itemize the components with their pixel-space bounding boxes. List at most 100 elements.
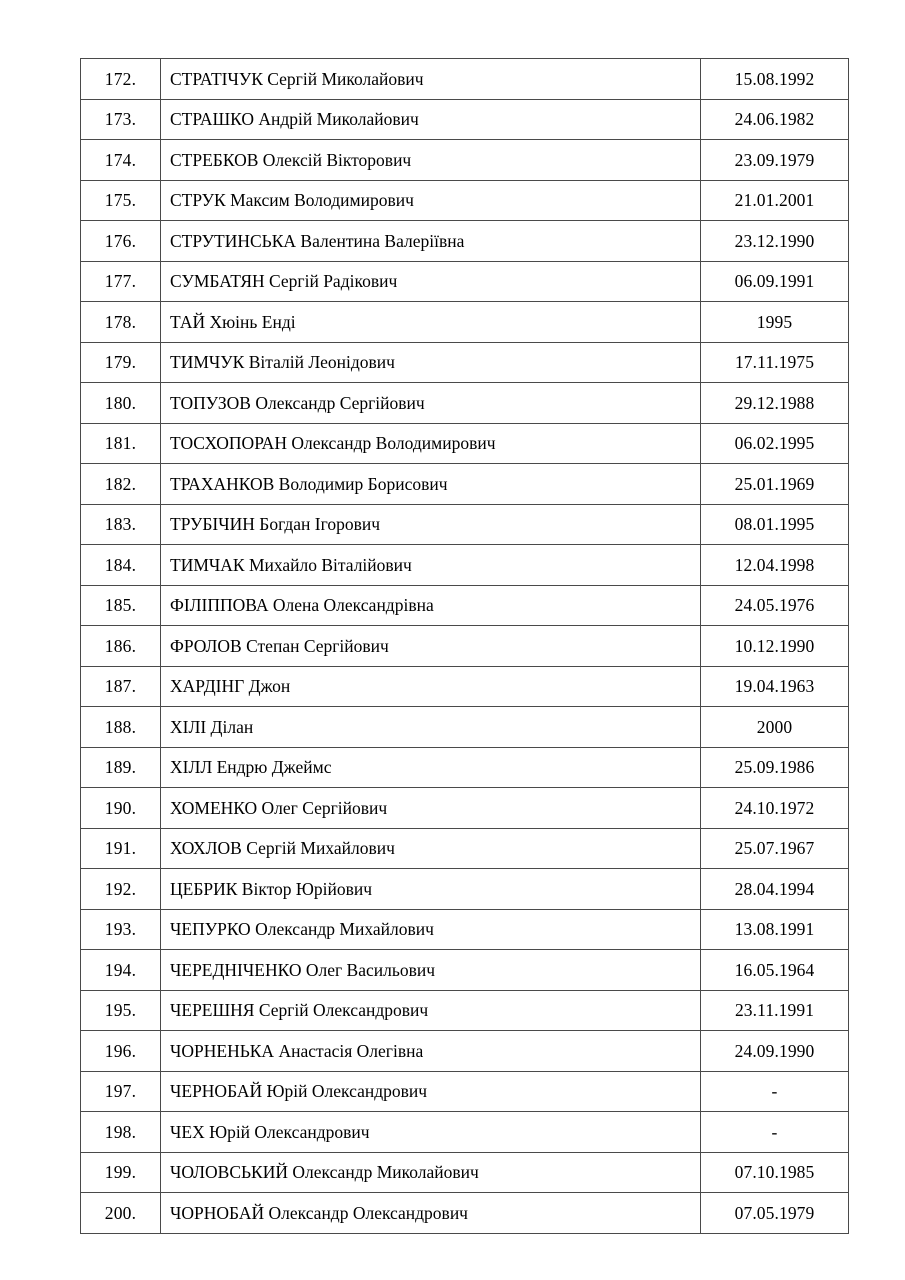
table-row: 176. СТРУТИНСЬКА Валентина Валеріївна 23.1… bbox=[80, 220, 849, 262]
row-date-cell: 24.06.1982 bbox=[700, 98, 849, 140]
table-row: 197. ЧЕРНОБАЙ Юрій Олександрович - bbox=[80, 1070, 849, 1112]
row-name-cell: ЧЕРНОБАЙ Юрій Олександрович bbox=[160, 1070, 701, 1112]
row-name-cell: ТИМЧУК Віталій Леонідович bbox=[160, 341, 701, 383]
row-name-cell: ЧОРНОБАЙ Олександр Олександрович bbox=[160, 1192, 701, 1234]
row-date-cell: 07.05.1979 bbox=[700, 1192, 849, 1234]
table-row: 175. СТРУК Максим Володимирович 21.01.2001 bbox=[80, 179, 849, 221]
row-name-cell: ХОХЛОВ Сергій Михайлович bbox=[160, 827, 701, 869]
row-date-cell: 15.08.1992 bbox=[700, 58, 849, 100]
row-date-cell: 25.01.1969 bbox=[700, 463, 849, 505]
table-row: 180. ТОПУЗОВ Олександр Сергійович 29.12.19… bbox=[80, 382, 849, 424]
table-row: 191. ХОХЛОВ Сергій Михайлович 25.07.1967 bbox=[80, 827, 849, 869]
table-row: 190. ХОМЕНКО Олег Сергійович 24.10.1972 bbox=[80, 787, 849, 829]
row-name-cell: ХОМЕНКО Олег Сергійович bbox=[160, 787, 701, 829]
row-date-cell: 13.08.1991 bbox=[700, 908, 849, 950]
table-row: 194. ЧЕРЕДНІЧЕНКО Олег Васильович 16.05.19… bbox=[80, 949, 849, 991]
row-index-cell: 182. bbox=[80, 463, 161, 505]
row-name-cell: ТАЙ Хюінь Енді bbox=[160, 301, 701, 343]
table-body: 172. СТРАТІЧУК Сергій Миколайович 15.08.19… bbox=[80, 58, 849, 1234]
row-date-cell: - bbox=[700, 1070, 849, 1112]
table-row: 199. ЧОЛОВСЬКИЙ Олександр Миколайович 07.1… bbox=[80, 1151, 849, 1193]
row-name-cell: ТРУБІЧИН Богдан Ігорович bbox=[160, 503, 701, 545]
row-date-cell: 06.09.1991 bbox=[700, 260, 849, 302]
row-date-cell: 16.05.1964 bbox=[700, 949, 849, 991]
row-name-cell: ФРОЛОВ Степан Сергійович bbox=[160, 625, 701, 667]
table-row: 186. ФРОЛОВ Степан Сергійович 10.12.1990 bbox=[80, 625, 849, 667]
row-index-cell: 184. bbox=[80, 544, 161, 586]
row-index-cell: 181. bbox=[80, 422, 161, 464]
row-name-cell: ХІЛІ Ділан bbox=[160, 706, 701, 748]
row-date-cell: 29.12.1988 bbox=[700, 382, 849, 424]
table-row: 177. СУМБАТЯН Сергій Радікович 06.09.1991 bbox=[80, 260, 849, 302]
row-date-cell: 24.10.1972 bbox=[700, 787, 849, 829]
table-row: 187. ХАРДІНГ Джон 19.04.1963 bbox=[80, 665, 849, 707]
row-index-cell: 173. bbox=[80, 98, 161, 140]
row-index-cell: 192. bbox=[80, 868, 161, 910]
row-name-cell: ЧЕРЕДНІЧЕНКО Олег Васильович bbox=[160, 949, 701, 991]
row-date-cell: 19.04.1963 bbox=[700, 665, 849, 707]
table-row: 195. ЧЕРЕШНЯ Сергій Олександрович 23.11.19… bbox=[80, 989, 849, 1031]
row-name-cell: ЧЕРЕШНЯ Сергій Олександрович bbox=[160, 989, 701, 1031]
row-date-cell: 06.02.1995 bbox=[700, 422, 849, 464]
row-date-cell: 28.04.1994 bbox=[700, 868, 849, 910]
row-name-cell: ЧЕПУРКО Олександр Михайлович bbox=[160, 908, 701, 950]
row-index-cell: 188. bbox=[80, 706, 161, 748]
table-row: 181. ТОСХОПОРАН Олександр Володимирович 06… bbox=[80, 422, 849, 464]
row-index-cell: 191. bbox=[80, 827, 161, 869]
row-name-cell: ТОСХОПОРАН Олександр Володимирович bbox=[160, 422, 701, 464]
row-name-cell: ФІЛІППОВА Олена Олександрівна bbox=[160, 584, 701, 626]
row-index-cell: 189. bbox=[80, 746, 161, 788]
table-row: 182. ТРАХАНКОВ Володимир Борисович 25.01.1… bbox=[80, 463, 849, 505]
row-date-cell: 12.04.1998 bbox=[700, 544, 849, 586]
table-row: 172. СТРАТІЧУК Сергій Миколайович 15.08.19… bbox=[80, 58, 849, 100]
row-date-cell: 24.05.1976 bbox=[700, 584, 849, 626]
row-date-cell: 23.09.1979 bbox=[700, 139, 849, 181]
row-index-cell: 190. bbox=[80, 787, 161, 829]
row-index-cell: 198. bbox=[80, 1111, 161, 1153]
name-list-table: 172. СТРАТІЧУК Сергій Миколайович 15.08.19… bbox=[80, 58, 849, 1234]
row-date-cell: 23.11.1991 bbox=[700, 989, 849, 1031]
row-index-cell: 187. bbox=[80, 665, 161, 707]
table-row: 188. ХІЛІ Ділан 2000 bbox=[80, 706, 849, 748]
row-date-cell: - bbox=[700, 1111, 849, 1153]
row-name-cell: ЧОЛОВСЬКИЙ Олександр Миколайович bbox=[160, 1151, 701, 1193]
table-row: 192. ЦЕБРИК Віктор Юрійович 28.04.1994 bbox=[80, 868, 849, 910]
row-index-cell: 180. bbox=[80, 382, 161, 424]
row-name-cell: СТРУК Максим Володимирович bbox=[160, 179, 701, 221]
row-index-cell: 174. bbox=[80, 139, 161, 181]
row-name-cell: ЦЕБРИК Віктор Юрійович bbox=[160, 868, 701, 910]
row-date-cell: 21.01.2001 bbox=[700, 179, 849, 221]
row-index-cell: 172. bbox=[80, 58, 161, 100]
row-index-cell: 177. bbox=[80, 260, 161, 302]
row-index-cell: 178. bbox=[80, 301, 161, 343]
table-row: 198. ЧЕХ Юрій Олександрович - bbox=[80, 1111, 849, 1153]
table-row: 179. ТИМЧУК Віталій Леонідович 17.11.1975 bbox=[80, 341, 849, 383]
row-index-cell: 179. bbox=[80, 341, 161, 383]
row-index-cell: 194. bbox=[80, 949, 161, 991]
row-date-cell: 08.01.1995 bbox=[700, 503, 849, 545]
row-name-cell: СУМБАТЯН Сергій Радікович bbox=[160, 260, 701, 302]
table-row: 196. ЧОРНЕНЬКА Анастасія Олегівна 24.09.19… bbox=[80, 1030, 849, 1072]
row-date-cell: 24.09.1990 bbox=[700, 1030, 849, 1072]
row-index-cell: 176. bbox=[80, 220, 161, 262]
row-date-cell: 07.10.1985 bbox=[700, 1151, 849, 1193]
row-date-cell: 10.12.1990 bbox=[700, 625, 849, 667]
row-date-cell: 17.11.1975 bbox=[700, 341, 849, 383]
row-name-cell: СТРЕБКОВ Олексій Вікторович bbox=[160, 139, 701, 181]
row-name-cell: ТИМЧАК Михайло Віталійович bbox=[160, 544, 701, 586]
row-date-cell: 1995 bbox=[700, 301, 849, 343]
table-row: 184. ТИМЧАК Михайло Віталійович 12.04.1998 bbox=[80, 544, 849, 586]
row-name-cell: ЧЕХ Юрій Олександрович bbox=[160, 1111, 701, 1153]
row-date-cell: 2000 bbox=[700, 706, 849, 748]
row-index-cell: 195. bbox=[80, 989, 161, 1031]
table-row: 178. ТАЙ Хюінь Енді 1995 bbox=[80, 301, 849, 343]
row-name-cell: ТОПУЗОВ Олександр Сергійович bbox=[160, 382, 701, 424]
table-row: 185. ФІЛІППОВА Олена Олександрівна 24.05.1… bbox=[80, 584, 849, 626]
row-index-cell: 196. bbox=[80, 1030, 161, 1072]
table-row: 183. ТРУБІЧИН Богдан Ігорович 08.01.1995 bbox=[80, 503, 849, 545]
table-row: 174. СТРЕБКОВ Олексій Вікторович 23.09.197… bbox=[80, 139, 849, 181]
row-name-cell: СТРУТИНСЬКА Валентина Валеріївна bbox=[160, 220, 701, 262]
row-name-cell: ТРАХАНКОВ Володимир Борисович bbox=[160, 463, 701, 505]
row-index-cell: 186. bbox=[80, 625, 161, 667]
